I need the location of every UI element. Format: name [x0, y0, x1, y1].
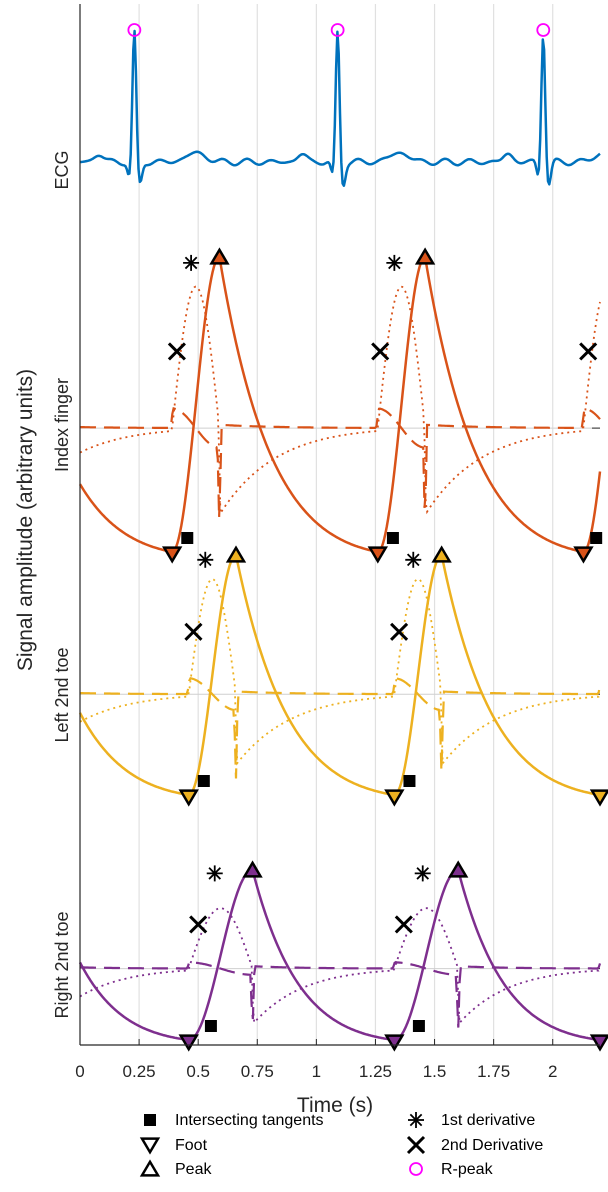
down-triangle-marker: [384, 789, 405, 807]
filled-square-marker: [412, 1020, 425, 1032]
legend-label: Intersecting tangents: [175, 1112, 324, 1129]
ecg-series-line: [80, 29, 601, 187]
down-triangle-marker: [139, 1137, 161, 1155]
filled-square-marker: [204, 1020, 217, 1032]
x-tick-label: 0.25: [123, 1062, 156, 1081]
cross-marker: [406, 1135, 426, 1155]
up-triangle-marker: [414, 247, 436, 265]
cross-marker: [189, 915, 208, 934]
filled-square-marker: [144, 1114, 156, 1126]
up-triangle-marker: [139, 1159, 161, 1177]
y-axis-title: Signal amplitude (arbitrary units): [14, 369, 37, 671]
legend-item: R-peak: [409, 1161, 494, 1178]
cross-marker: [184, 622, 203, 641]
chart-panels: ECG Index finger Left 2nd toe Right 2nd toe: [52, 23, 608, 1052]
second-derivative-line: [80, 676, 602, 779]
legend-item: Peak: [139, 1159, 212, 1178]
legend-item: Intersecting tangents: [144, 1112, 324, 1129]
cross-marker: [371, 342, 390, 361]
asterisk-marker: [183, 254, 200, 271]
x-axis-title: Time (s): [297, 1094, 373, 1117]
second-derivative-line: [80, 960, 602, 1028]
panel-left-2nd-toe: Left 2nd toe: [52, 545, 608, 807]
panel-label: Index finger: [52, 378, 72, 472]
circle-marker: [409, 1162, 423, 1176]
circle-marker: [330, 23, 345, 37]
panel-label: Right 2nd toe: [52, 911, 72, 1018]
x-tick-label: 1.25: [359, 1062, 392, 1081]
circle-marker: [127, 23, 142, 37]
asterisk-marker: [386, 254, 403, 271]
x-tick-label: 2: [548, 1062, 557, 1081]
down-triangle-marker: [589, 1034, 608, 1052]
second-derivative-line: [80, 407, 601, 518]
up-triangle-marker: [242, 860, 263, 878]
up-triangle-marker: [209, 247, 230, 265]
x-axis: 0 0.25 0.5 0.75 1 1.25 1.5 1.75 2: [75, 4, 600, 1081]
asterisk-marker: [197, 551, 214, 568]
x-tick-label: 0: [75, 1062, 84, 1081]
legend-label: Foot: [175, 1137, 208, 1154]
up-triangle-marker: [447, 860, 469, 878]
up-triangle-marker: [431, 545, 452, 563]
legend-label: 1st derivative: [441, 1112, 535, 1129]
panel-ecg: ECG: [52, 23, 601, 190]
panel-index-finger: Index finger: [52, 247, 603, 564]
grid-lines: [138, 4, 554, 1045]
x-tick-label: 0.75: [241, 1062, 274, 1081]
cross-marker: [390, 622, 409, 641]
cross-marker: [394, 915, 413, 934]
down-triangle-marker: [589, 789, 608, 807]
down-triangle-marker: [384, 1034, 405, 1052]
panel-label: Left 2nd toe: [52, 647, 72, 742]
x-tick-label: 1: [312, 1062, 321, 1081]
filled-square-marker: [590, 532, 603, 544]
legend-label: 2nd Derivative: [441, 1137, 543, 1154]
legend: Intersecting tangents Foot Peak 1st derivat…: [139, 1112, 543, 1178]
down-triangle-marker: [178, 789, 199, 807]
down-triangle-marker: [367, 546, 389, 564]
asterisk-marker: [405, 551, 422, 568]
down-triangle-marker: [178, 1034, 199, 1052]
first-derivative-line: [79, 907, 601, 1025]
waveform-line: [78, 255, 602, 554]
filled-square-marker: [386, 532, 399, 544]
legend-label: R-peak: [441, 1161, 494, 1178]
filled-square-marker: [403, 775, 416, 787]
legend-label: Peak: [175, 1161, 212, 1178]
circle-marker: [536, 23, 551, 37]
first-derivative-line: [79, 578, 601, 766]
asterisk-marker: [206, 865, 223, 882]
up-triangle-marker: [225, 545, 247, 563]
asterisk-marker: [408, 1112, 424, 1128]
filled-square-marker: [181, 532, 194, 544]
x-tick-label: 1.75: [477, 1062, 510, 1081]
panel-right-2nd-toe: Right 2nd toe: [52, 860, 608, 1052]
down-triangle-marker: [161, 546, 183, 564]
legend-item: Foot: [139, 1137, 208, 1155]
x-tick-label: 0.5: [186, 1062, 210, 1081]
waveform-line: [78, 553, 601, 797]
panel-label: ECG: [52, 150, 72, 189]
legend-item: 2nd Derivative: [406, 1135, 543, 1155]
legend-item: 1st derivative: [408, 1112, 535, 1129]
x-tick-label: 1.5: [423, 1062, 447, 1081]
asterisk-marker: [414, 865, 431, 882]
cross-marker: [579, 342, 598, 361]
filled-square-marker: [197, 775, 210, 787]
cross-marker: [167, 342, 186, 361]
waveform-line: [78, 868, 601, 1042]
first-derivative-line: [79, 285, 601, 517]
down-triangle-marker: [573, 546, 594, 564]
